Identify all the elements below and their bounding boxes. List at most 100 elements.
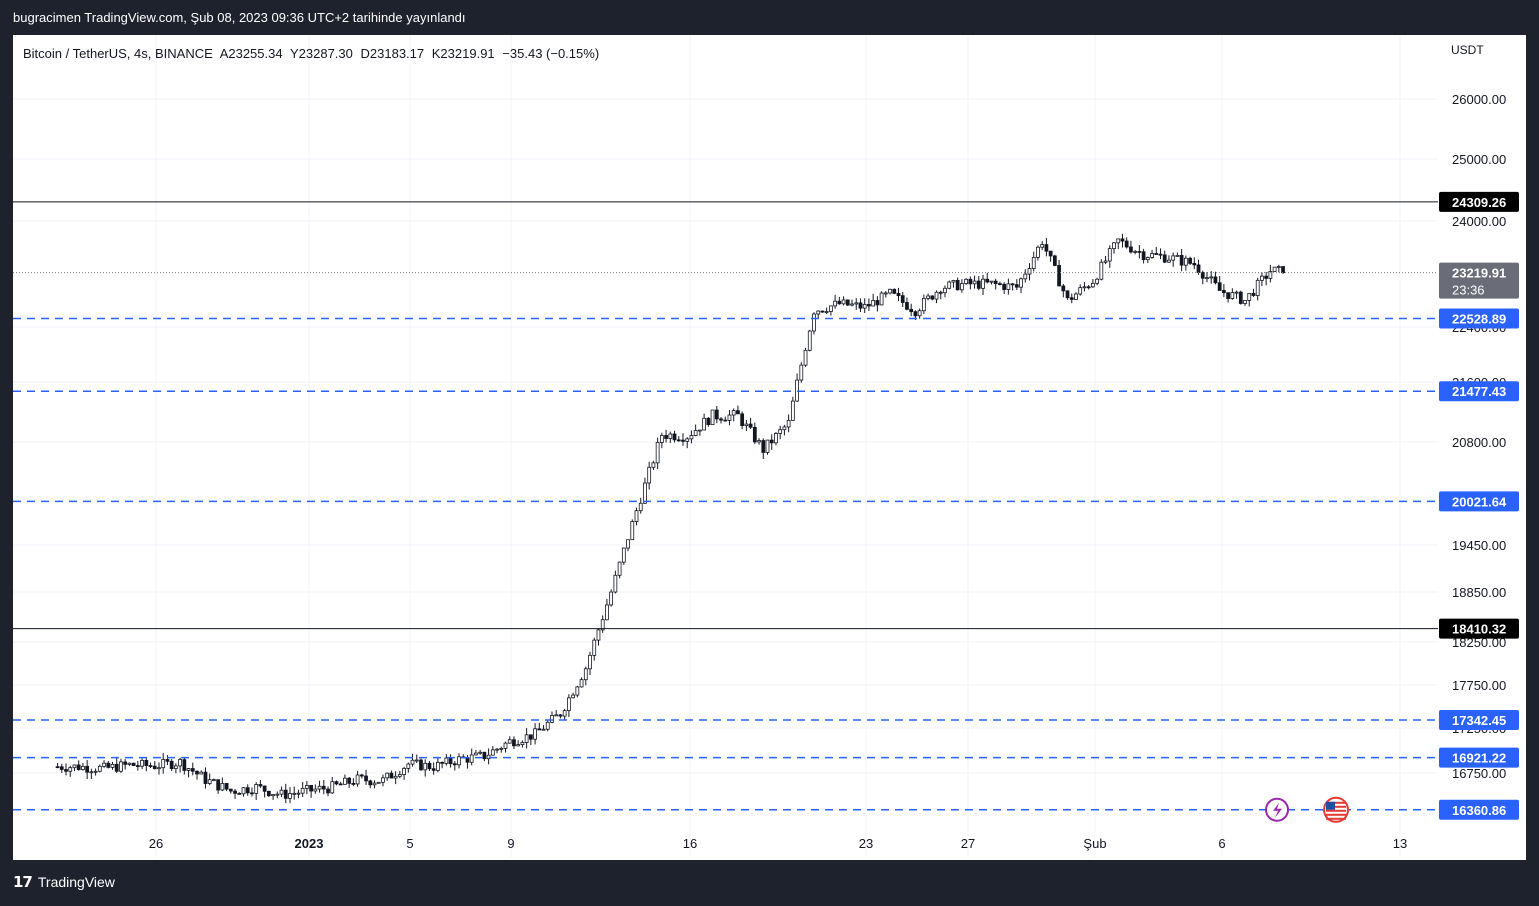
candle[interactable]: [1255, 277, 1260, 301]
candle[interactable]: [283, 783, 288, 804]
candle[interactable]: [1031, 251, 1036, 272]
candle[interactable]: [748, 417, 753, 429]
candle[interactable]: [364, 769, 368, 785]
candle[interactable]: [617, 561, 622, 579]
candle[interactable]: [288, 787, 292, 804]
candle[interactable]: [1124, 237, 1129, 249]
candle[interactable]: [609, 589, 614, 607]
candle[interactable]: [1264, 272, 1269, 286]
candle[interactable]: [59, 763, 64, 773]
candle[interactable]: [228, 788, 233, 794]
candle[interactable]: [330, 776, 335, 794]
candle[interactable]: [790, 396, 795, 421]
candle[interactable]: [655, 437, 660, 470]
candle[interactable]: [1099, 259, 1104, 281]
candle[interactable]: [1074, 292, 1078, 300]
us-flag-icon[interactable]: [1323, 796, 1349, 823]
candle[interactable]: [1192, 257, 1197, 270]
candle[interactable]: [258, 779, 263, 788]
candle[interactable]: [1281, 266, 1285, 274]
candle[interactable]: [592, 637, 597, 661]
candle[interactable]: [114, 758, 119, 773]
candle[interactable]: [833, 294, 837, 309]
candle[interactable]: [313, 784, 318, 794]
candle[interactable]: [102, 760, 106, 768]
candle[interactable]: [879, 291, 884, 306]
candle[interactable]: [909, 303, 914, 317]
candle[interactable]: [537, 722, 542, 731]
candle[interactable]: [1095, 277, 1099, 286]
candle[interactable]: [1230, 288, 1235, 300]
candle[interactable]: [1226, 292, 1230, 303]
candle[interactable]: [719, 417, 723, 424]
candle[interactable]: [195, 770, 199, 780]
candle[interactable]: [1091, 279, 1095, 288]
candle[interactable]: [499, 746, 504, 753]
candle[interactable]: [1179, 248, 1184, 272]
footer-brand[interactable]: 𝟭𝟳 TradingView: [13, 873, 115, 891]
candle[interactable]: [634, 507, 639, 526]
candle[interactable]: [989, 280, 994, 285]
candle[interactable]: [921, 294, 926, 315]
candle[interactable]: [1036, 245, 1040, 261]
candle[interactable]: [414, 754, 419, 764]
candle[interactable]: [951, 279, 956, 288]
candle[interactable]: [545, 719, 550, 732]
candle[interactable]: [558, 714, 563, 719]
candle[interactable]: [672, 430, 677, 443]
candle[interactable]: [850, 299, 854, 307]
candle[interactable]: [81, 763, 85, 771]
candle[interactable]: [199, 770, 204, 775]
candle[interactable]: [862, 298, 867, 314]
candle[interactable]: [486, 748, 491, 765]
candle[interactable]: [778, 425, 783, 440]
candle[interactable]: [376, 781, 381, 784]
candle[interactable]: [1112, 241, 1116, 254]
chart-panel[interactable]: 26000.0025000.0024000.0022400.0021600.00…: [13, 35, 1526, 860]
candle[interactable]: [998, 281, 1002, 286]
candle[interactable]: [165, 755, 170, 766]
candle[interactable]: [224, 783, 229, 792]
candle[interactable]: [651, 460, 656, 471]
candle[interactable]: [1010, 282, 1015, 291]
candle[interactable]: [752, 422, 757, 445]
price-badge-dashed[interactable]: 16360.86: [1439, 799, 1519, 820]
candle[interactable]: [643, 477, 647, 504]
candle[interactable]: [110, 761, 115, 770]
candle[interactable]: [106, 760, 111, 769]
candle[interactable]: [613, 570, 618, 594]
candle[interactable]: [972, 275, 977, 289]
candle[interactable]: [1044, 237, 1049, 257]
candle[interactable]: [1145, 256, 1150, 263]
candle[interactable]: [799, 362, 804, 383]
candle[interactable]: [220, 777, 225, 792]
candle[interactable]: [757, 438, 761, 445]
candle[interactable]: [474, 750, 478, 756]
candle[interactable]: [723, 416, 728, 422]
candle[interactable]: [575, 685, 580, 698]
candle[interactable]: [512, 736, 516, 750]
candle[interactable]: [140, 758, 144, 770]
candle[interactable]: [1052, 254, 1057, 267]
candle[interactable]: [148, 762, 153, 768]
candle[interactable]: [254, 782, 259, 800]
candle[interactable]: [647, 461, 652, 490]
candle[interactable]: [562, 708, 567, 720]
candle[interactable]: [938, 290, 943, 300]
candle[interactable]: [1141, 248, 1146, 264]
candle[interactable]: [169, 759, 174, 772]
candle[interactable]: [955, 277, 960, 291]
candle[interactable]: [1268, 264, 1273, 283]
candle[interactable]: [275, 791, 280, 799]
candle[interactable]: [469, 748, 474, 766]
candle[interactable]: [681, 433, 685, 446]
candle[interactable]: [262, 785, 267, 798]
candle[interactable]: [190, 762, 195, 776]
candle[interactable]: [93, 768, 98, 776]
candle[interactable]: [841, 296, 846, 306]
candle[interactable]: [1133, 250, 1138, 255]
candle[interactable]: [1209, 271, 1214, 284]
candle[interactable]: [567, 694, 571, 718]
candle[interactable]: [769, 434, 774, 450]
candle[interactable]: [812, 312, 816, 335]
